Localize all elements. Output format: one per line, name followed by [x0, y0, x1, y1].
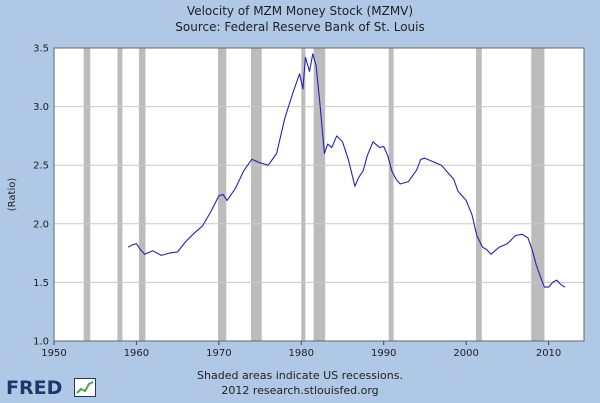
- recession-band: [301, 48, 306, 341]
- y-axis-label: (Ratio): [7, 178, 18, 212]
- fred-logo: FRED: [6, 377, 98, 401]
- x-tick-label: 2000: [453, 348, 478, 359]
- plot-border: [53, 47, 585, 342]
- recession-band: [531, 48, 545, 341]
- y-tick-label: 3.5: [33, 44, 49, 55]
- recession-band: [313, 48, 326, 341]
- x-tick-label: 1980: [289, 348, 314, 359]
- chart-trend-icon: [74, 378, 96, 397]
- fred-logo-text: FRED: [6, 377, 63, 399]
- x-tick-label: 1990: [371, 348, 396, 359]
- y-tick-label: 1.0: [33, 337, 49, 348]
- x-tick-label: 1960: [124, 348, 149, 359]
- y-tick-label: 2.0: [33, 219, 49, 230]
- x-tick-label: 1970: [206, 348, 231, 359]
- recession-band: [250, 48, 262, 341]
- y-tick-label: 2.5: [33, 161, 49, 172]
- recession-band: [83, 48, 91, 341]
- plot-area: 1.0 1.5 2.0 2.5 3.0 3.5 1950 1960 1970 1980 1990 20…: [7, 44, 585, 359]
- y-tick-label: 3.0: [33, 102, 49, 113]
- recession-band: [138, 48, 146, 341]
- x-tick-label: 2010: [536, 348, 561, 359]
- chart-title: Velocity of MZM Money Stock (MZMV): [186, 4, 414, 18]
- x-tick-label: 1950: [41, 348, 66, 359]
- recession-band: [117, 48, 123, 341]
- series-line: [127, 53, 566, 288]
- recession-band: [476, 48, 482, 341]
- y-tick-label: 1.5: [33, 278, 49, 289]
- source-url: 2012 research.stlouisfed.org: [221, 384, 379, 397]
- chart-subtitle: Source: Federal Reserve Bank of St. Loui…: [175, 20, 425, 34]
- recession-note: Shaded areas indicate US recessions.: [197, 369, 403, 382]
- recession-band: [388, 48, 394, 341]
